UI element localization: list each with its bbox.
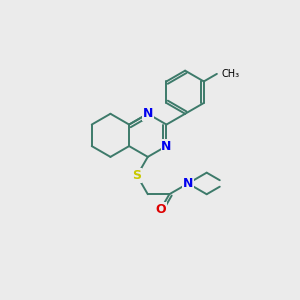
Text: N: N: [142, 107, 153, 120]
Text: N: N: [161, 140, 172, 153]
Text: CH₃: CH₃: [221, 69, 240, 79]
Text: O: O: [155, 203, 166, 216]
Text: S: S: [133, 169, 142, 182]
Text: N: N: [183, 177, 193, 190]
